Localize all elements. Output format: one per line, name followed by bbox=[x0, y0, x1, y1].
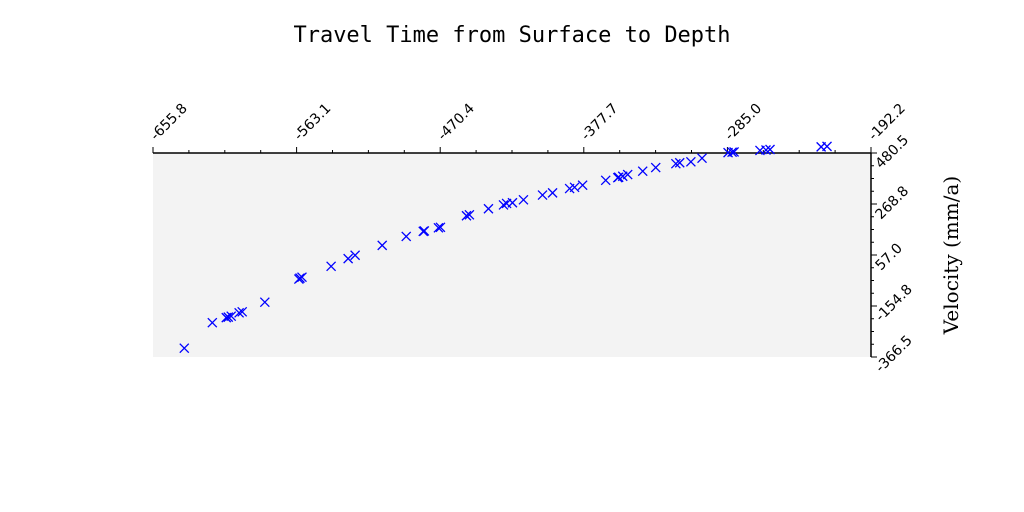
data-points bbox=[179, 141, 832, 354]
data-point bbox=[729, 146, 740, 157]
data-point bbox=[297, 272, 307, 283]
data-point bbox=[697, 153, 707, 164]
data-point bbox=[761, 145, 771, 155]
x-tick-label: -563.1 bbox=[291, 101, 334, 144]
data-point bbox=[419, 225, 430, 236]
y-tick-label: 57.0 bbox=[873, 240, 906, 273]
data-point bbox=[622, 169, 633, 180]
x-tick-label: -285.0 bbox=[722, 101, 765, 144]
data-point bbox=[765, 144, 775, 155]
data-point bbox=[547, 187, 558, 198]
data-point bbox=[259, 297, 270, 308]
y-tick-label: 268.8 bbox=[873, 183, 913, 223]
data-point bbox=[518, 194, 529, 205]
data-point bbox=[685, 156, 696, 167]
data-point bbox=[507, 197, 518, 208]
x-tick-label: -377.7 bbox=[578, 101, 621, 144]
data-point bbox=[377, 240, 388, 251]
data-point bbox=[537, 190, 548, 200]
y-axis-label: Velocity (mm/a) bbox=[939, 176, 963, 335]
data-point bbox=[613, 172, 624, 183]
data-point bbox=[650, 162, 661, 173]
data-point bbox=[401, 231, 412, 242]
data-point bbox=[237, 306, 248, 317]
data-point bbox=[326, 261, 337, 272]
data-point bbox=[674, 157, 685, 168]
data-point bbox=[577, 180, 588, 191]
data-point bbox=[234, 307, 245, 318]
chart-title: Travel Time from Surface to Depth bbox=[293, 23, 730, 48]
y-tick-label: -366.5 bbox=[873, 333, 916, 376]
data-point bbox=[727, 147, 738, 158]
data-point bbox=[223, 312, 234, 323]
data-point bbox=[435, 222, 446, 233]
data-point bbox=[822, 141, 832, 152]
data-point bbox=[350, 250, 361, 261]
data-point bbox=[461, 210, 472, 221]
data-point bbox=[295, 273, 305, 284]
data-point bbox=[343, 253, 354, 264]
data-point bbox=[637, 166, 648, 177]
x-tick-label: -655.8 bbox=[148, 101, 191, 144]
data-point bbox=[483, 203, 494, 214]
data-point bbox=[498, 199, 509, 210]
x-axis: -655.8 -563.1 -470.4 -377.7 -285.0 -192.2 bbox=[148, 101, 909, 154]
data-point bbox=[464, 209, 475, 220]
data-point bbox=[179, 343, 190, 354]
y-tick-label: -154.8 bbox=[873, 282, 916, 325]
plot-area bbox=[153, 153, 871, 357]
data-point bbox=[207, 317, 218, 328]
data-point bbox=[569, 182, 580, 193]
x-tick-label: -470.4 bbox=[435, 101, 478, 144]
data-point bbox=[600, 175, 611, 186]
data-point bbox=[226, 311, 237, 322]
data-point bbox=[670, 158, 681, 169]
data-point bbox=[433, 222, 444, 233]
